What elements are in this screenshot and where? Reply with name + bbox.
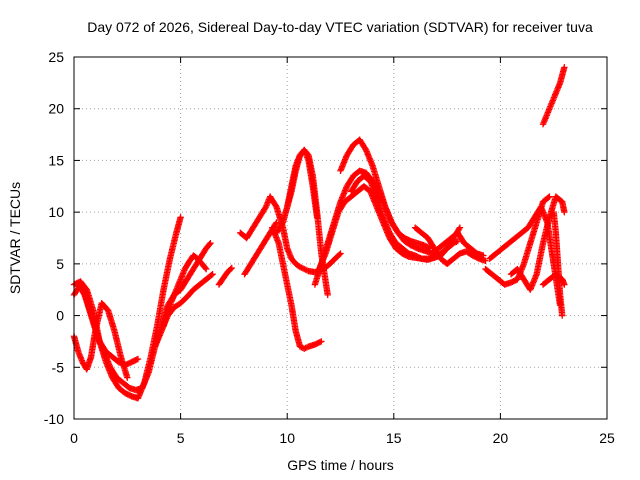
data-point bbox=[298, 264, 305, 271]
y-tick-label: 10 bbox=[48, 204, 64, 220]
data-point bbox=[228, 264, 235, 272]
data-point bbox=[299, 265, 307, 272]
data-point bbox=[301, 345, 308, 352]
data-point bbox=[337, 250, 344, 257]
x-tick-label: 15 bbox=[386, 430, 402, 446]
chart-title: Day 072 of 2026, Sidereal Day-to-day VTE… bbox=[87, 19, 593, 35]
y-tick-label: -10 bbox=[44, 411, 64, 427]
data-layer bbox=[70, 64, 568, 402]
data-point bbox=[480, 252, 487, 259]
data-point bbox=[301, 265, 308, 273]
y-tick-label: 20 bbox=[48, 101, 64, 117]
series-track-13 bbox=[311, 167, 440, 288]
data-point bbox=[313, 214, 321, 221]
data-point bbox=[202, 264, 209, 272]
y-axis-label: SDTVAR / TECUs bbox=[7, 182, 23, 294]
tick-layer: 0 5 10 15 20 25 -10 -5 0 5 10 15 20 25 bbox=[44, 49, 615, 446]
series-track-7 bbox=[215, 264, 235, 288]
series-track-11 bbox=[269, 224, 325, 352]
data-point bbox=[561, 208, 568, 216]
x-tick-label: 5 bbox=[177, 430, 185, 446]
series-track-24 bbox=[550, 208, 566, 319]
data-point bbox=[134, 355, 142, 363]
x-tick-label: 20 bbox=[493, 430, 509, 446]
data-point bbox=[272, 220, 279, 227]
data-point bbox=[296, 343, 304, 350]
series-track-8 bbox=[237, 193, 344, 276]
y-tick-label: 25 bbox=[48, 49, 64, 65]
data-point bbox=[273, 219, 280, 226]
y-tick-label: -5 bbox=[52, 359, 65, 375]
data-point bbox=[202, 265, 210, 273]
x-tick-label: 25 bbox=[599, 430, 615, 446]
data-point bbox=[206, 241, 213, 248]
data-point bbox=[482, 257, 489, 264]
data-point bbox=[209, 271, 216, 278]
data-point bbox=[318, 338, 325, 345]
data-point bbox=[227, 265, 234, 273]
data-point bbox=[124, 374, 131, 381]
series-track-9 bbox=[241, 219, 280, 278]
data-point bbox=[561, 64, 568, 71]
data-point bbox=[302, 266, 309, 273]
y-tick-label: 0 bbox=[56, 308, 64, 324]
x-axis-label: GPS time / hours bbox=[287, 457, 394, 473]
series-track-10 bbox=[273, 146, 331, 299]
x-tick-label: 0 bbox=[70, 430, 78, 446]
x-tick-label: 10 bbox=[279, 430, 295, 446]
y-tick-label: 5 bbox=[56, 256, 64, 272]
data-point bbox=[545, 194, 552, 201]
data-point bbox=[546, 193, 553, 200]
y-tick-label: 15 bbox=[48, 152, 64, 168]
data-point bbox=[559, 312, 566, 319]
data-point bbox=[208, 271, 215, 279]
data-point bbox=[456, 224, 464, 231]
series-track-17 bbox=[411, 224, 489, 268]
series-track-18 bbox=[428, 229, 487, 259]
data-point bbox=[324, 291, 331, 299]
plot-frame bbox=[73, 56, 608, 420]
series-track-23 bbox=[539, 64, 568, 128]
grid-layer bbox=[74, 57, 607, 419]
series-track-12 bbox=[284, 146, 321, 221]
series-track-6 bbox=[160, 252, 210, 330]
data-point bbox=[207, 239, 214, 247]
data-point bbox=[298, 344, 305, 351]
data-point bbox=[336, 251, 343, 258]
data-point bbox=[296, 263, 304, 271]
data-point bbox=[302, 344, 309, 352]
data-point bbox=[177, 214, 184, 221]
